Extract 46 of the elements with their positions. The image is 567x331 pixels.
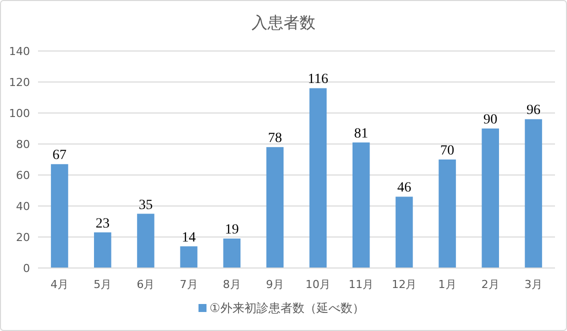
x-tick-label: 7月 [180,278,198,291]
data-label: 19 [224,222,239,238]
x-tick-label: 1月 [438,278,456,291]
x-tick-label: 11月 [348,278,374,291]
y-tick-label: 40 [16,200,30,213]
bar [352,142,370,268]
data-label: 116 [308,72,328,88]
x-tick-label: 9月 [266,278,284,291]
x-tick-label: 5月 [94,278,112,291]
y-tick-label: 140 [9,45,30,58]
y-tick-label: 120 [9,76,30,89]
y-tick-label: 0 [23,262,30,275]
bar [396,196,413,268]
y-tick-label: 100 [9,107,30,120]
chart-title: 入患者数 [252,13,316,32]
y-tick-label: 80 [16,138,30,151]
data-label: 14 [182,230,196,246]
x-tick-label: 3月 [524,278,542,291]
y-tick-label: 60 [16,169,30,182]
y-tick-label: 20 [16,231,30,244]
bar [309,88,327,268]
x-tick-label: 12月 [392,278,417,291]
data-label: 23 [96,216,110,232]
data-label: 46 [397,180,412,196]
data-label: 81 [354,126,368,142]
x-tick-label: 6月 [136,278,155,291]
x-tick-label: 8月 [222,278,241,291]
bar [266,147,284,268]
bar [438,160,456,268]
x-tick-label: 10月 [306,278,331,291]
data-label: 70 [440,144,454,158]
x-tick-label: 2月 [481,278,500,291]
data-label: 67 [52,148,67,164]
bar [482,128,499,268]
legend-label: ①外来初診患者数（延べ数） [210,301,364,315]
bar [180,246,198,268]
bar [524,119,542,268]
data-label: 96 [526,103,540,118]
data-label: 78 [268,131,282,146]
bar [137,214,154,268]
x-tick-label: 4月 [50,278,69,291]
bar [223,238,240,268]
bar [50,164,68,268]
bar [94,232,112,268]
data-label: 35 [138,198,153,213]
data-label: 90 [483,112,498,128]
